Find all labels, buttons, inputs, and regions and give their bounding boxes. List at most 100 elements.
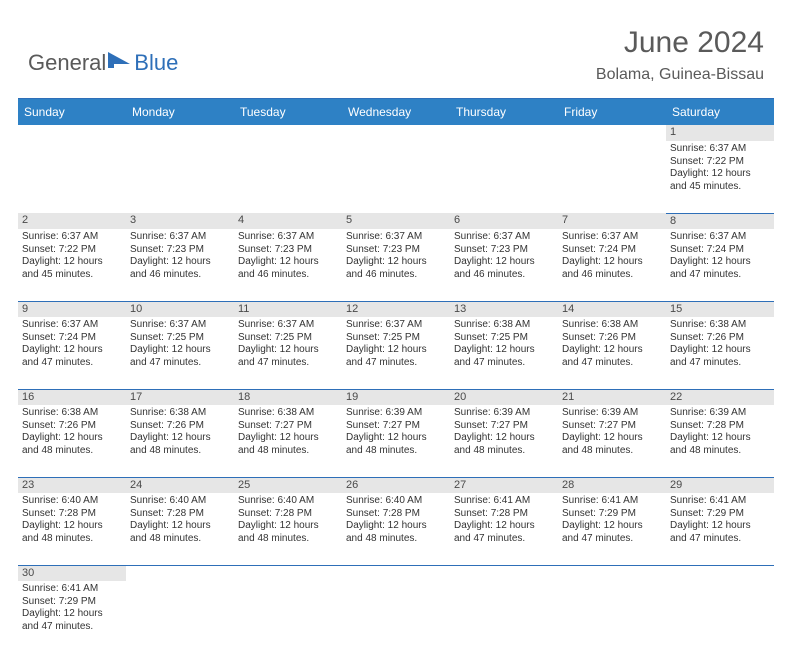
- sunrise-line: Sunrise: 6:37 AM: [454, 231, 554, 244]
- day-detail-cell: Sunrise: 6:37 AMSunset: 7:25 PMDaylight:…: [342, 317, 450, 389]
- day-number-cell: 6: [450, 213, 558, 229]
- day-number-cell: 2: [18, 213, 126, 229]
- day-detail-cell: [342, 141, 450, 213]
- sunrise-line: Sunrise: 6:41 AM: [670, 495, 770, 508]
- day-detail-cell: [126, 141, 234, 213]
- weekday-header: Sunday: [18, 99, 126, 125]
- day-detail-cell: [342, 581, 450, 653]
- day-number-row: 2345678: [18, 213, 774, 229]
- day-detail-cell: Sunrise: 6:41 AMSunset: 7:29 PMDaylight:…: [18, 581, 126, 653]
- sunset-line: Sunset: 7:27 PM: [562, 420, 662, 433]
- sunset-line: Sunset: 7:23 PM: [346, 244, 446, 257]
- brand-part2: Blue: [134, 50, 178, 76]
- sunrise-line: Sunrise: 6:40 AM: [238, 495, 338, 508]
- sunrise-line: Sunrise: 6:37 AM: [238, 319, 338, 332]
- sunset-line: Sunset: 7:24 PM: [670, 244, 770, 257]
- sunset-line: Sunset: 7:29 PM: [670, 508, 770, 521]
- day-number-cell: 22: [666, 389, 774, 405]
- day-number-cell: 1: [666, 125, 774, 141]
- sunrise-line: Sunrise: 6:37 AM: [22, 231, 122, 244]
- day-number-cell: [450, 125, 558, 141]
- daylight-line: Daylight: 12 hours and 47 minutes.: [346, 344, 446, 369]
- day-number-cell: 25: [234, 477, 342, 493]
- sunrise-line: Sunrise: 6:38 AM: [238, 407, 338, 420]
- daylight-line: Daylight: 12 hours and 47 minutes.: [670, 520, 770, 545]
- day-number-cell: 19: [342, 389, 450, 405]
- sunset-line: Sunset: 7:26 PM: [22, 420, 122, 433]
- day-number-cell: 7: [558, 213, 666, 229]
- sunrise-line: Sunrise: 6:41 AM: [22, 583, 122, 596]
- daylight-line: Daylight: 12 hours and 47 minutes.: [130, 344, 230, 369]
- day-detail-cell: Sunrise: 6:38 AMSunset: 7:26 PMDaylight:…: [666, 317, 774, 389]
- day-detail-row: Sunrise: 6:40 AM Sunset: 7:28 PM Daylight:…: [18, 493, 774, 565]
- daylight-line: Daylight: 12 hours and 48 minutes.: [238, 520, 338, 545]
- sunrise-line: Sunrise: 6:37 AM: [346, 319, 446, 332]
- day-number-row: 23242526272829: [18, 477, 774, 493]
- daylight-line: Daylight: 12 hours and 46 minutes.: [346, 256, 446, 281]
- day-number-cell: 13: [450, 301, 558, 317]
- sunrise-line: Sunrise: 6:40 AM: [130, 495, 230, 508]
- day-number-cell: 27: [450, 477, 558, 493]
- sunrise-line: Sunrise: 6:37 AM: [670, 143, 770, 156]
- day-detail-cell: Sunrise: 6:40 AMSunset: 7:28 PMDaylight:…: [126, 493, 234, 565]
- day-detail-cell: Sunrise: 6:40 AMSunset: 7:28 PMDaylight:…: [234, 493, 342, 565]
- day-number-cell: 15: [666, 301, 774, 317]
- sunset-line: Sunset: 7:27 PM: [238, 420, 338, 433]
- sunset-line: Sunset: 7:27 PM: [454, 420, 554, 433]
- day-number-row: 30: [18, 565, 774, 581]
- daylight-line: Daylight: 12 hours and 48 minutes.: [130, 432, 230, 457]
- day-number-cell: 29: [666, 477, 774, 493]
- calendar-table: SundayMondayTuesdayWednesdayThursdayFrid…: [18, 99, 774, 653]
- day-number-cell: 24: [126, 477, 234, 493]
- title-block: June 2024 Bolama, Guinea-Bissau: [596, 26, 764, 84]
- sunrise-line: Sunrise: 6:39 AM: [454, 407, 554, 420]
- day-detail-cell: Sunrise: 6:37 AMSunset: 7:24 PMDaylight:…: [558, 229, 666, 301]
- calendar-body: 1Sunrise: 6:37 AMSunset: 7:22 PMDaylight…: [18, 125, 774, 653]
- daylight-line: Daylight: 12 hours and 48 minutes.: [130, 520, 230, 545]
- day-detail-cell: Sunrise: 6:37 AMSunset: 7:24 PMDaylight:…: [18, 317, 126, 389]
- day-number-row: 9101112131415: [18, 301, 774, 317]
- day-number-cell: 16: [18, 389, 126, 405]
- sunset-line: Sunset: 7:29 PM: [562, 508, 662, 521]
- daylight-line: Daylight: 12 hours and 48 minutes.: [22, 520, 122, 545]
- daylight-line: Daylight: 12 hours and 47 minutes.: [238, 344, 338, 369]
- day-detail-cell: Sunrise: 6:40 AMSunset: 7:28 PMDaylight:…: [18, 493, 126, 565]
- day-detail-row: Sunrise: 6:37 AMSunset: 7:22 PMDaylight:…: [18, 141, 774, 213]
- sunrise-line: Sunrise: 6:37 AM: [670, 231, 770, 244]
- daylight-line: Daylight: 12 hours and 46 minutes.: [238, 256, 338, 281]
- sunset-line: Sunset: 7:29 PM: [22, 596, 122, 609]
- day-detail-cell: Sunrise: 6:37 AMSunset: 7:23 PMDaylight:…: [234, 229, 342, 301]
- weekday-header: Thursday: [450, 99, 558, 125]
- daylight-line: Daylight: 12 hours and 47 minutes.: [454, 344, 554, 369]
- sunset-line: Sunset: 7:27 PM: [346, 420, 446, 433]
- day-detail-cell: [450, 581, 558, 653]
- day-number-cell: [234, 125, 342, 141]
- sunrise-line: Sunrise: 6:37 AM: [562, 231, 662, 244]
- sunrise-line: Sunrise: 6:40 AM: [22, 495, 122, 508]
- sunrise-line: Sunrise: 6:37 AM: [22, 319, 122, 332]
- daylight-line: Daylight: 12 hours and 48 minutes.: [670, 432, 770, 457]
- day-detail-cell: Sunrise: 6:37 AMSunset: 7:23 PMDaylight:…: [126, 229, 234, 301]
- sunrise-line: Sunrise: 6:37 AM: [130, 319, 230, 332]
- day-detail-cell: Sunrise: 6:39 AMSunset: 7:27 PMDaylight:…: [450, 405, 558, 477]
- sunset-line: Sunset: 7:26 PM: [130, 420, 230, 433]
- daylight-line: Daylight: 12 hours and 45 minutes.: [22, 256, 122, 281]
- sunrise-line: Sunrise: 6:38 AM: [22, 407, 122, 420]
- day-number-cell: [558, 565, 666, 581]
- sunrise-line: Sunrise: 6:41 AM: [562, 495, 662, 508]
- day-detail-cell: Sunrise: 6:38 AMSunset: 7:25 PMDaylight:…: [450, 317, 558, 389]
- day-detail-cell: Sunrise: 6:37 AMSunset: 7:25 PMDaylight:…: [126, 317, 234, 389]
- day-number-cell: 4: [234, 213, 342, 229]
- sunset-line: Sunset: 7:28 PM: [346, 508, 446, 521]
- day-number-cell: 10: [126, 301, 234, 317]
- day-number-cell: 26: [342, 477, 450, 493]
- location: Bolama, Guinea-Bissau: [596, 66, 764, 84]
- sunrise-line: Sunrise: 6:39 AM: [562, 407, 662, 420]
- day-detail-cell: Sunrise: 6:39 AMSunset: 7:28 PMDaylight:…: [666, 405, 774, 477]
- day-detail-cell: [558, 581, 666, 653]
- day-number-cell: 28: [558, 477, 666, 493]
- weekday-header-row: SundayMondayTuesdayWednesdayThursdayFrid…: [18, 99, 774, 125]
- day-detail-cell: Sunrise: 6:41 AMSunset: 7:29 PMDaylight:…: [666, 493, 774, 565]
- daylight-line: Daylight: 12 hours and 46 minutes.: [562, 256, 662, 281]
- sunset-line: Sunset: 7:25 PM: [130, 332, 230, 345]
